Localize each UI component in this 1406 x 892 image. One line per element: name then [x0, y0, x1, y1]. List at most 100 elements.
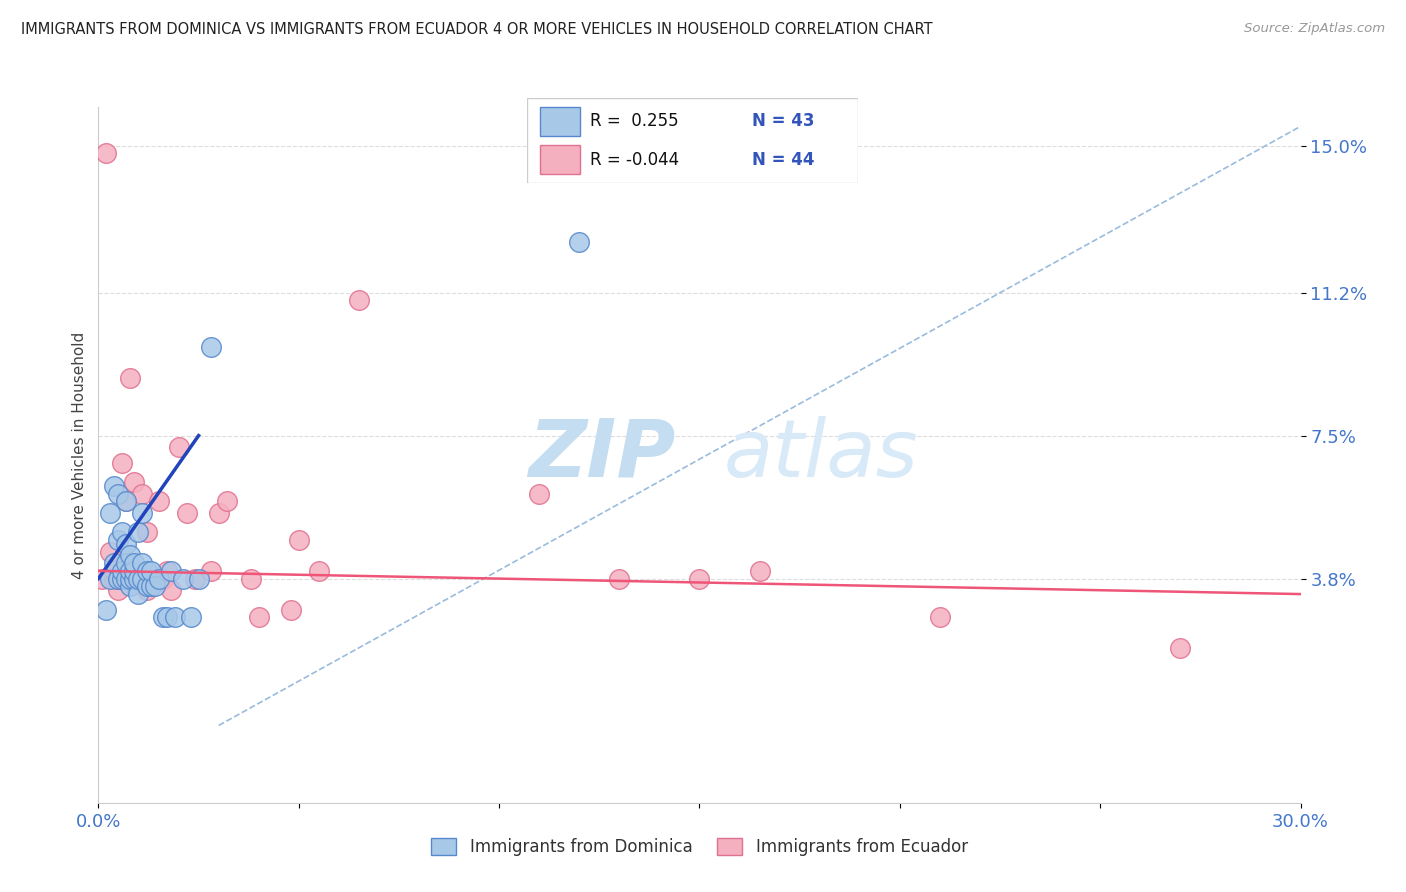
Point [748, 564, 770, 578]
Point [107, 583, 129, 598]
Point [131, 556, 153, 570]
Point [929, 610, 952, 624]
Point [120, 564, 142, 578]
Point [124, 475, 146, 489]
Point [200, 340, 222, 354]
Point [103, 572, 125, 586]
Point [120, 572, 142, 586]
Point [115, 537, 138, 551]
Point [167, 440, 190, 454]
Point [128, 572, 150, 586]
Point [280, 602, 302, 616]
Point [159, 583, 181, 598]
Point [176, 506, 198, 520]
Text: IMMIGRANTS FROM DOMINICA VS IMMIGRANTS FROM ECUADOR 4 OR MORE VEHICLES IN HOUSEH: IMMIGRANTS FROM DOMINICA VS IMMIGRANTS F… [21, 22, 932, 37]
Point [111, 456, 134, 470]
Point [115, 572, 138, 586]
Point [107, 572, 129, 586]
Text: atlas: atlas [724, 416, 918, 494]
Point [96, 602, 118, 616]
Point [120, 579, 142, 593]
Point [152, 610, 174, 624]
Point [135, 525, 157, 540]
Point [135, 583, 157, 598]
Text: ZIP: ZIP [529, 416, 675, 494]
Point [529, 486, 551, 500]
Point [91, 572, 114, 586]
Point [111, 572, 134, 586]
Bar [540, 145, 581, 175]
Point [135, 579, 157, 593]
Point [568, 235, 591, 250]
Point [183, 572, 205, 586]
Point [163, 610, 186, 624]
Point [111, 564, 134, 578]
Point [131, 572, 153, 586]
Point [124, 572, 146, 586]
Point [100, 506, 122, 520]
Point [131, 486, 153, 500]
Point [208, 506, 231, 520]
Point [115, 494, 138, 508]
Point [155, 564, 177, 578]
Point [111, 572, 134, 586]
Point [135, 564, 157, 578]
Point [131, 572, 153, 586]
Point [131, 506, 153, 520]
Point [103, 479, 125, 493]
Point [115, 556, 138, 570]
Point [107, 486, 129, 500]
Point [124, 572, 146, 586]
Text: R = -0.044: R = -0.044 [591, 151, 679, 169]
Point [609, 572, 631, 586]
Point [288, 533, 311, 547]
Point [688, 572, 710, 586]
Text: Source: ZipAtlas.com: Source: ZipAtlas.com [1244, 22, 1385, 36]
Point [124, 564, 146, 578]
Point [107, 533, 129, 547]
Point [215, 494, 238, 508]
Point [111, 525, 134, 540]
Text: N = 44: N = 44 [752, 151, 814, 169]
Point [139, 564, 162, 578]
Point [1170, 641, 1192, 656]
Point [120, 549, 142, 563]
FancyBboxPatch shape [527, 98, 858, 183]
Point [115, 494, 138, 508]
Point [120, 370, 142, 384]
Point [159, 564, 181, 578]
Point [107, 572, 129, 586]
Point [103, 556, 125, 570]
Point [100, 544, 122, 558]
Point [180, 610, 202, 624]
Point [103, 564, 125, 578]
Point [128, 525, 150, 540]
Point [187, 572, 209, 586]
Point [128, 587, 150, 601]
Point [148, 572, 170, 586]
Point [308, 564, 330, 578]
Point [96, 146, 118, 161]
Point [143, 572, 166, 586]
Point [143, 579, 166, 593]
Point [148, 494, 170, 508]
Point [128, 572, 150, 586]
Point [120, 572, 142, 586]
Point [100, 572, 122, 586]
Point [200, 564, 222, 578]
Point [347, 293, 370, 308]
Point [155, 610, 177, 624]
Point [239, 572, 262, 586]
Point [139, 572, 162, 586]
Point [124, 556, 146, 570]
Point [152, 572, 174, 586]
Bar [540, 107, 581, 136]
Text: N = 43: N = 43 [752, 112, 814, 130]
Point [115, 572, 138, 586]
Point [172, 572, 194, 586]
Point [139, 579, 162, 593]
Y-axis label: 4 or more Vehicles in Household: 4 or more Vehicles in Household [72, 331, 87, 579]
Legend: Immigrants from Dominica, Immigrants from Ecuador: Immigrants from Dominica, Immigrants fro… [423, 830, 976, 864]
Text: R =  0.255: R = 0.255 [591, 112, 679, 130]
Point [247, 610, 270, 624]
